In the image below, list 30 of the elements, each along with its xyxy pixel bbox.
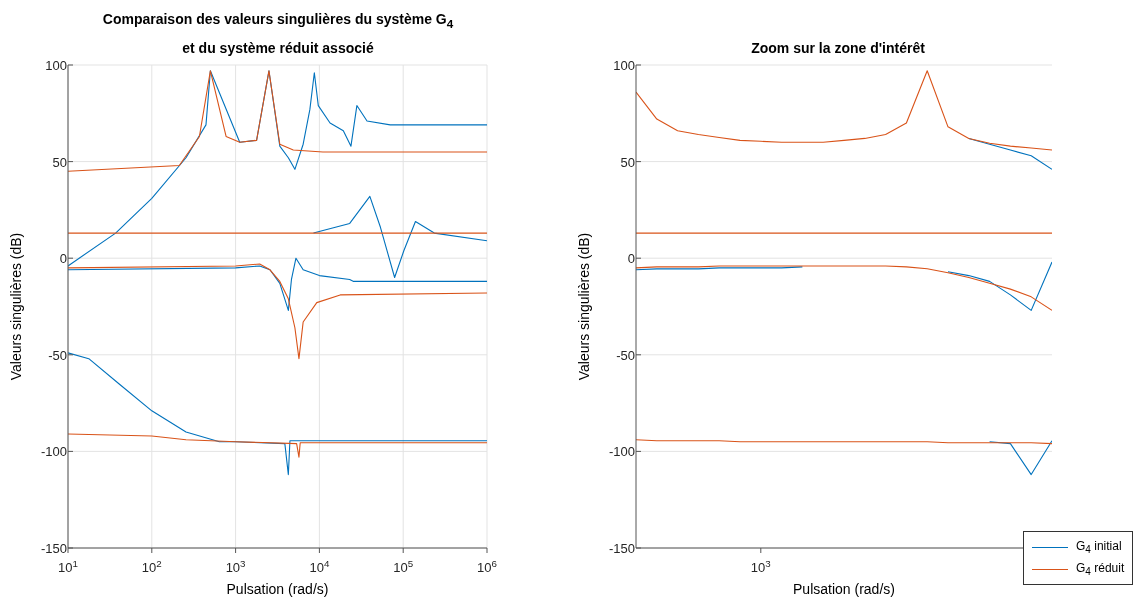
line-series — [968, 137, 1052, 170]
x-axis-title: Pulsation (rad/s) — [793, 581, 895, 597]
chart-title: Zoom sur la zone d'intérêt — [751, 39, 925, 58]
y-axis-title: Valeurs singulières (dB) — [7, 232, 24, 381]
y-tick-label: 50 — [620, 154, 635, 170]
x-axis-title: Pulsation (rad/s) — [226, 581, 329, 597]
y-tick-label: -50 — [616, 347, 635, 363]
y-tick-label: -50 — [48, 347, 67, 363]
legend-label: G$_{4}$ initial — [1076, 538, 1122, 556]
y-tick-label: 0 — [627, 251, 635, 267]
y-tick-label: 100 — [45, 58, 67, 73]
y-tick-label: 100 — [613, 58, 635, 73]
x-tick-label: 10$^{3}$ — [225, 557, 246, 575]
x-tick-label: 10$^{1}$ — [58, 557, 78, 575]
y-axis-title: Valeurs singulières (dB) — [575, 232, 592, 381]
y-tick-label: -100 — [40, 444, 67, 460]
y-tick-label: -150 — [40, 541, 67, 556]
line-series — [636, 70, 1052, 151]
x-tick-label: 10$^{6}$ — [477, 557, 497, 575]
y-tick-label: -100 — [608, 444, 635, 460]
x-tick-label: 10$^{4}$ — [309, 557, 330, 575]
y-tick-label: 0 — [59, 251, 67, 267]
line-series — [989, 440, 1052, 476]
chart-title: Comparaison des valeurs singulières du système G$_{4}$ et du système réduit associé — [102, 11, 454, 56]
legend-label: G$_{4}$ réduit — [1076, 560, 1125, 578]
x-tick-label: 10$^{2}$ — [141, 557, 162, 575]
x-tick-label: 10$^{5}$ — [393, 557, 414, 575]
y-tick-label: 50 — [52, 154, 67, 170]
x-tick-label: 10$^{3}$ — [750, 557, 771, 575]
y-tick-label: -150 — [608, 541, 635, 556]
